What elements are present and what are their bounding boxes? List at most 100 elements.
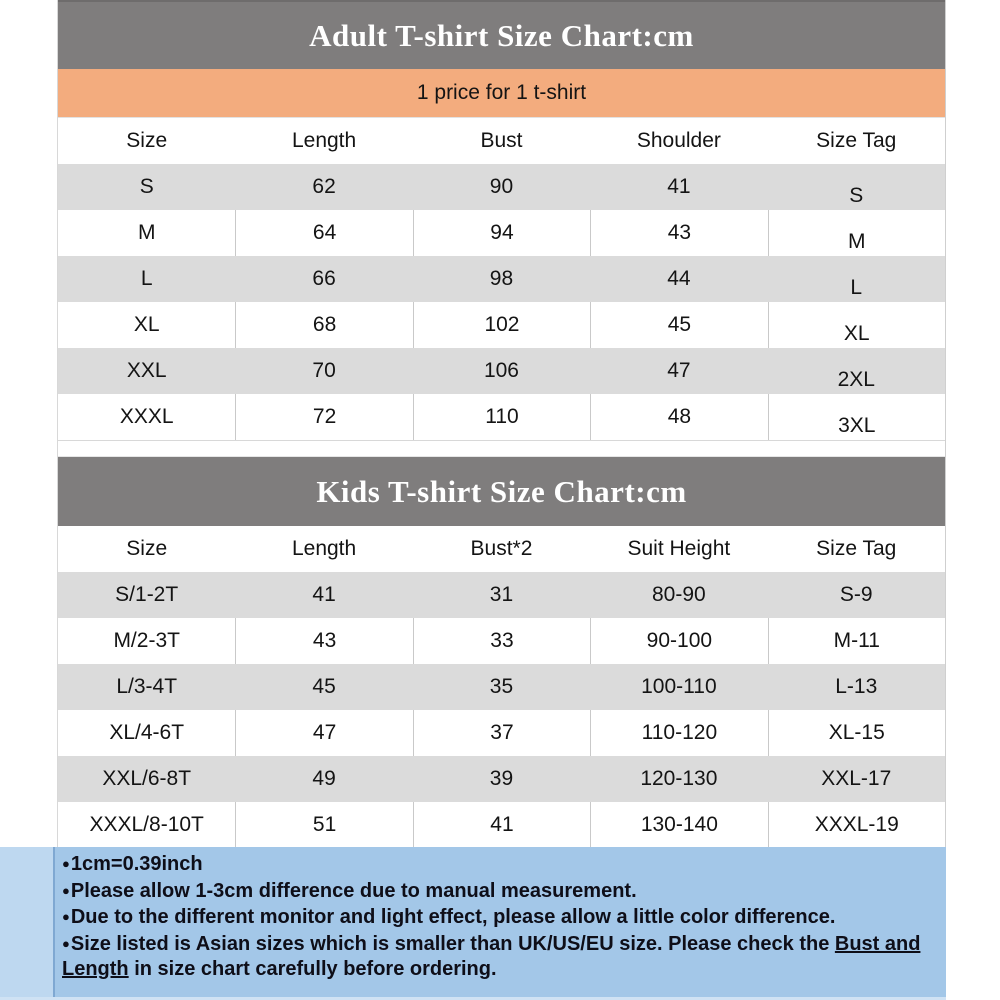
table-cell: L	[140, 267, 153, 290]
column-header-size-tag: Size Tag	[816, 129, 897, 152]
table-cell: L	[850, 276, 863, 299]
table-cell: XL-15	[767, 710, 945, 756]
adult-header-row: Size Length Bust Shoulder Size Tag	[58, 117, 945, 164]
adult-row-xxl: XXL 70 106 47 2XL	[58, 348, 945, 394]
table-cell: 90-100	[590, 618, 767, 664]
underlined-text: Bust and Length	[62, 932, 921, 981]
table-cell: L-13	[835, 675, 878, 698]
table-cell: M/2-3T	[113, 629, 180, 652]
table-cell: XXL-17	[821, 767, 892, 790]
table-cell: 98	[489, 267, 514, 290]
adult-row-s: S 62 90 41 S	[58, 164, 945, 210]
kids-row-xxxl: XXXL/8-10T 51 41 130-140 XXXL-19	[58, 802, 945, 848]
column-header-length: Length	[291, 129, 357, 152]
adult-row-xl: XL 68 102 45 XL	[58, 302, 945, 348]
table-cell: 3XL	[767, 394, 945, 440]
adult-row-m: M 64 94 43 M	[58, 210, 945, 256]
table-cell: 35	[489, 675, 514, 698]
table-cell: XXXL-19	[767, 802, 945, 848]
table-cell: 94	[412, 210, 590, 256]
notes-section: ●1cm=0.39inch ●Please allow 1-3cm differ…	[0, 847, 946, 1000]
table-cell: 41	[312, 583, 336, 606]
size-tables: Adult T-shirt Size Chart:cm 1 price for …	[57, 0, 946, 848]
table-cell: XXL/6-8T	[102, 767, 192, 790]
adult-chart-title: Adult T-shirt Size Chart:cm	[309, 17, 694, 53]
kids-row-xl: XL/4-6T 47 37 110-120 XL-15	[58, 710, 945, 756]
table-cell: S/1-2T	[115, 583, 179, 606]
table-cell: 66	[312, 267, 336, 290]
table-cell: 49	[312, 767, 336, 790]
note-color: ●Due to the different monitor and light …	[62, 906, 836, 928]
column-header-size: Size	[126, 537, 168, 560]
notes-left-strip	[0, 847, 55, 1000]
table-cell: 45	[590, 302, 767, 348]
column-header-shoulder: Shoulder	[636, 129, 721, 152]
table-cell: 47	[235, 710, 412, 756]
table-cell: 41	[412, 802, 590, 848]
table-cell: M	[767, 210, 945, 256]
kids-chart-title-band: Kids T-shirt Size Chart:cm	[58, 457, 945, 526]
table-cell: 70	[312, 359, 336, 382]
table-cell: XL/4-6T	[109, 721, 185, 744]
table-cell: 31	[489, 583, 514, 606]
notes-content: ●1cm=0.39inch ●Please allow 1-3cm differ…	[62, 851, 940, 983]
table-cell: 45	[312, 675, 336, 698]
table-divider-gap	[58, 440, 945, 457]
table-cell: 80-90	[652, 583, 706, 606]
bullet-icon: ●	[62, 909, 70, 924]
table-cell: XL	[767, 302, 945, 348]
adult-row-l: L 66 98 44 L	[58, 256, 945, 302]
table-cell: 33	[412, 618, 590, 664]
table-cell: 90	[489, 175, 514, 198]
table-cell: 39	[489, 767, 514, 790]
table-cell: M-11	[767, 618, 945, 664]
table-cell: 102	[412, 302, 590, 348]
kids-row-l: L/3-4T 45 35 100-110 L-13	[58, 664, 945, 710]
column-header-size: Size	[126, 129, 168, 152]
table-cell: XXXL	[119, 405, 174, 428]
note-measurement: ●Please allow 1-3cm difference due to ma…	[62, 879, 637, 902]
table-cell: 44	[667, 267, 691, 290]
table-cell: 51	[235, 802, 412, 848]
column-header-length: Length	[291, 537, 357, 560]
table-cell: M	[137, 221, 156, 244]
table-cell: 64	[235, 210, 412, 256]
note-conversion: ●1cm=0.39inch	[62, 853, 203, 875]
table-cell: 130-140	[590, 802, 767, 848]
table-cell: 110	[412, 394, 590, 440]
bullet-icon: ●	[62, 935, 70, 951]
column-header-suit-height: Suit Height	[627, 537, 731, 560]
notes-bottom-strip	[0, 997, 946, 1000]
table-cell: 120-130	[640, 767, 718, 790]
table-cell: 43	[590, 210, 767, 256]
price-banner-text: 1 price for 1 t-shirt	[416, 81, 587, 104]
table-cell: XXXL/8-10T	[89, 813, 204, 836]
table-cell: S	[849, 184, 864, 207]
column-header-bust: Bust	[480, 129, 523, 152]
table-cell: 43	[235, 618, 412, 664]
table-cell: L/3-4T	[116, 675, 178, 698]
adult-row-xxxl: XXXL 72 110 48 3XL	[58, 394, 945, 440]
column-header-bust2: Bust*2	[470, 537, 533, 560]
price-banner: 1 price for 1 t-shirt	[58, 69, 945, 117]
table-cell: 100-110	[641, 675, 717, 698]
table-cell: 2XL	[837, 368, 875, 391]
table-cell: 62	[312, 175, 336, 198]
note-asian-size: ●Size listed is Asian sizes which is sma…	[62, 932, 921, 981]
adult-chart-title-band: Adult T-shirt Size Chart:cm	[58, 0, 945, 69]
bullet-icon: ●	[62, 856, 70, 871]
table-cell: 37	[412, 710, 590, 756]
table-cell: 72	[235, 394, 412, 440]
table-cell: XL	[133, 313, 160, 336]
table-cell: S	[139, 175, 154, 198]
kids-chart-title: Kids T-shirt Size Chart:cm	[316, 473, 687, 509]
kids-row-xxl: XXL/6-8T 49 39 120-130 XXL-17	[58, 756, 945, 802]
table-cell: 106	[483, 359, 519, 382]
table-cell: XXL	[126, 359, 167, 382]
table-cell: 48	[590, 394, 767, 440]
kids-row-m: M/2-3T 43 33 90-100 M-11	[58, 618, 945, 664]
table-cell: 110-120	[590, 710, 767, 756]
table-cell: 41	[667, 175, 691, 198]
table-cell: 68	[235, 302, 412, 348]
